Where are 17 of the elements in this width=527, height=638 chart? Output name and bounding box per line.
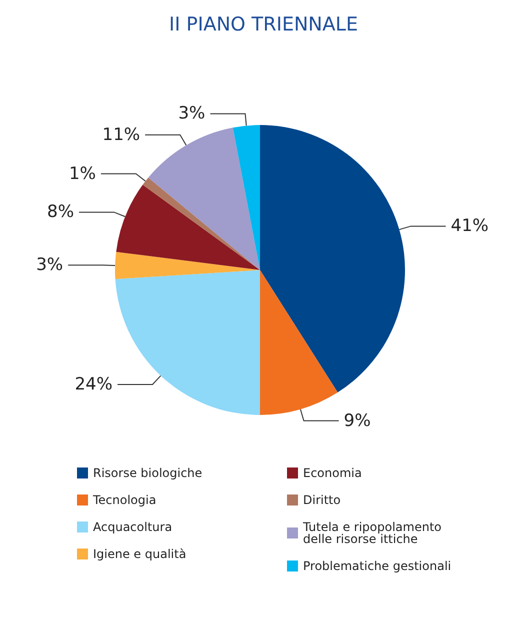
data-label: 1% xyxy=(68,164,96,184)
data-label: 9% xyxy=(344,410,371,431)
data-label: 24% xyxy=(74,374,113,394)
legend-label: Economia xyxy=(303,466,362,480)
legend-label: Problematiche gestionali xyxy=(303,559,452,573)
data-label: 8% xyxy=(47,202,74,222)
chart-title: II PIANO TRIENNALE xyxy=(169,14,358,36)
data-label: 41% xyxy=(450,216,489,236)
legend-label: Diritto xyxy=(303,493,341,507)
data-label: 3% xyxy=(36,255,64,276)
legend-label: Acquacoltura xyxy=(93,520,172,534)
data-label: 3% xyxy=(178,104,206,124)
legend-label: Igiene e qualità xyxy=(93,547,186,561)
data-label: 11% xyxy=(102,124,140,145)
legend-label: Risorse biologiche xyxy=(93,466,202,480)
legend-label: Tutela e ripopolamento delle risorse ittiche xyxy=(302,520,446,546)
legend-label: Tecnologia xyxy=(92,493,156,507)
